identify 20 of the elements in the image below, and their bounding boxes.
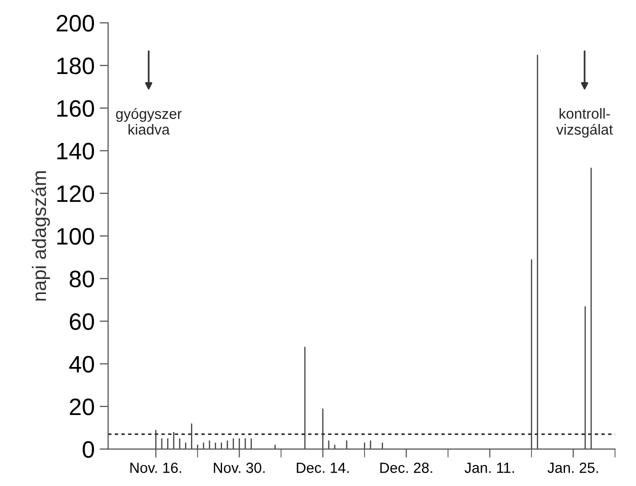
x-tick-label: Nov. 30. xyxy=(214,462,265,473)
y-tick-label: 40 xyxy=(69,356,94,373)
x-tick-label: Dec. 14. xyxy=(296,462,349,473)
y-tick-label: 140 xyxy=(57,142,94,160)
annotation: gyógyszer kiadva xyxy=(116,108,182,135)
y-tick-label: 0 xyxy=(82,441,94,458)
y-tick-label: 180 xyxy=(57,58,94,74)
x-tick-label: Nov. 16. xyxy=(130,462,182,473)
y-tick-label: 80 xyxy=(70,270,94,288)
x-tick-label: Dec. 28. xyxy=(380,462,432,473)
y-tick-label: 20 xyxy=(70,398,94,416)
x-tick-label: Jan. 11. xyxy=(464,462,514,473)
y-tick-label: 200 xyxy=(56,14,94,32)
y-axis-title: napi adagszám xyxy=(32,171,50,301)
annotation: kontroll- vizsgálat xyxy=(556,108,613,138)
x-tick-label: Jan. 25. xyxy=(548,462,598,473)
y-tick-label: 160 xyxy=(57,100,94,117)
y-tick-label: 60 xyxy=(70,313,94,330)
y-tick-label: 100 xyxy=(57,228,94,245)
y-tick-label: 120 xyxy=(57,185,94,202)
